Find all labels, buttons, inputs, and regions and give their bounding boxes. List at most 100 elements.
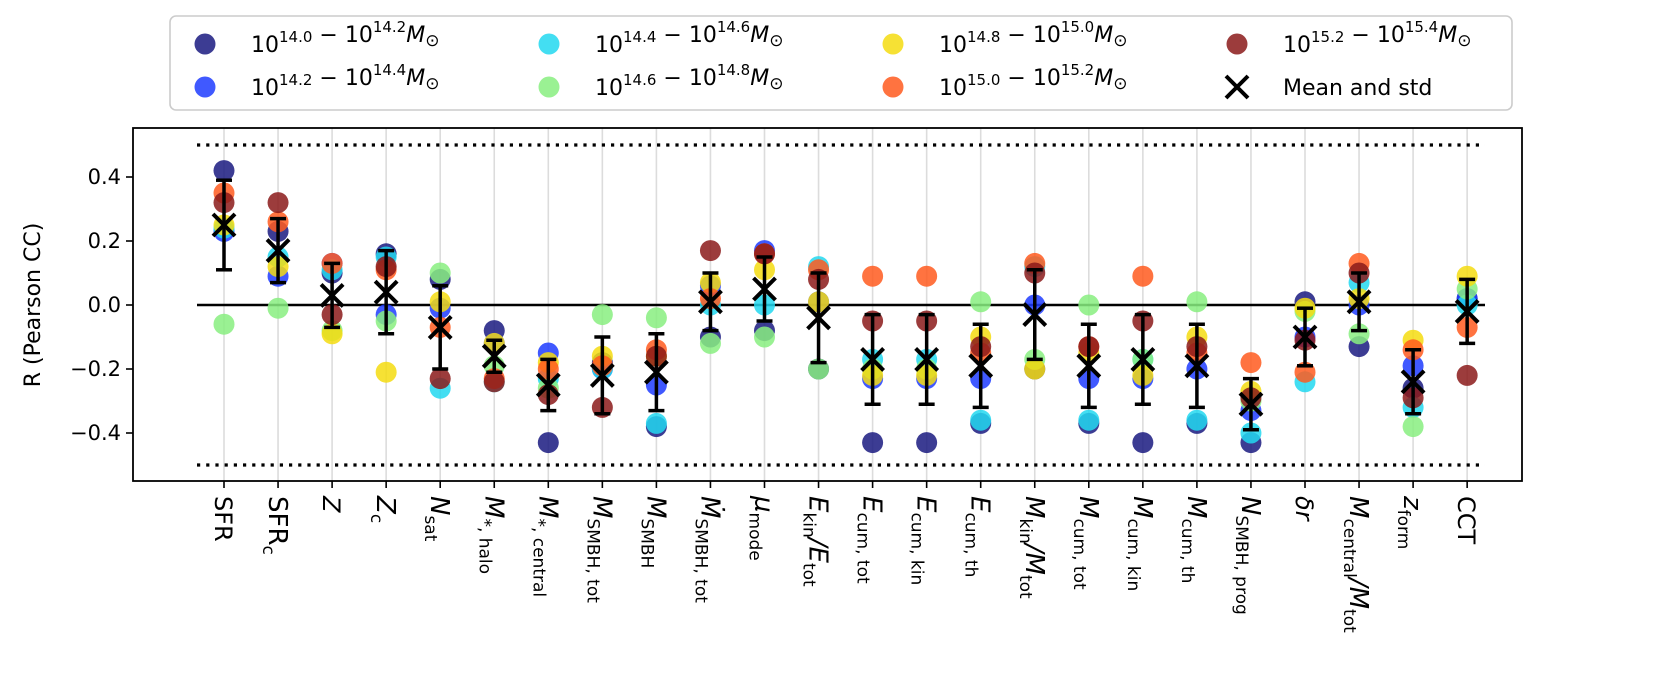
data-point (754, 243, 775, 265)
data-point (1186, 291, 1208, 313)
legend-label-part: 14.4 (373, 61, 406, 79)
x-tick-label-sub: kin (799, 512, 819, 537)
x-tick-label: Ecum, tot (853, 496, 887, 584)
x-tick-label-sub: cum, kin (1123, 518, 1143, 591)
data-point (1078, 409, 1100, 431)
mean-marker (319, 282, 345, 308)
mean-marker (265, 238, 291, 264)
data-point (1240, 352, 1262, 374)
x-tick-label-sub: sat (420, 515, 440, 541)
legend-label: 1014.8 − 1015.0M⊙ (939, 18, 1127, 58)
series-1 (213, 160, 1478, 454)
mean-marker (1238, 391, 1264, 417)
legend-label-part: 10 (595, 33, 623, 58)
y-tick-label: 0.0 (88, 293, 121, 317)
y-tick-label: −0.4 (70, 421, 121, 445)
legend-label-part: 10 (251, 33, 279, 58)
data-point (916, 265, 938, 287)
legend-entry: 1014.6 − 1014.8M⊙ (538, 61, 783, 101)
legend-entry: 1014.8 − 1015.0M⊙ (882, 18, 1127, 58)
series-5 (213, 214, 1478, 402)
data-point (970, 291, 992, 313)
legend-label: 1015.0 − 1015.2M⊙ (939, 61, 1127, 101)
legend-entry-mean-std: Mean and std (1224, 74, 1432, 101)
mean-marker (1076, 353, 1102, 379)
x-tick-label-main: M (1073, 496, 1103, 518)
data-point (429, 368, 451, 390)
x-tick-label-sub: mode (745, 513, 765, 561)
mean-marker (589, 362, 615, 388)
mean-marker (752, 276, 777, 302)
series-3 (213, 217, 1478, 444)
y-axis: 0.4 0.2 0.0 −0.2 −0.4 R (Pearson CC) (21, 165, 133, 445)
x-tick-label: Mcum, tot (1069, 496, 1103, 590)
x-tick-label-main: M (1019, 496, 1049, 518)
legend-label-part: ⊙ (1113, 31, 1127, 51)
x-tick-label-main: E (803, 496, 833, 513)
mean-std-series (211, 178, 1480, 432)
mean-marker (1346, 289, 1372, 315)
x-tick-label: Mcentral/Mtot (1339, 496, 1373, 633)
y-axis-title: R (Pearson CC) (21, 223, 46, 388)
x-tick-label-main2: /M (1343, 576, 1373, 609)
legend-label-part: 10 (251, 76, 279, 101)
x-tick-label-sub2: tot (799, 563, 819, 587)
legend-label-part: ⊙ (769, 31, 783, 51)
x-tick-label-main: z (1397, 495, 1427, 511)
data-point (699, 240, 721, 262)
legend-label-part: 14.8 (967, 28, 1000, 46)
data-point (429, 262, 451, 284)
x-tick-label-main: M (640, 496, 670, 518)
x-tick-label: SFRc (258, 496, 292, 555)
data-point (1024, 358, 1046, 380)
x-tick-label-sub: c (366, 514, 386, 523)
x-tick-label: M*, central (528, 496, 562, 597)
legend-marker-x (1224, 74, 1250, 100)
legend-label-part: − 10 (1000, 23, 1060, 48)
data-point (970, 409, 992, 431)
x-tick-label-main: Z (370, 495, 400, 515)
x-tick-label-main: M (1343, 496, 1373, 518)
series-4 (213, 262, 1478, 438)
data-point (754, 326, 775, 348)
data-point (1456, 265, 1478, 287)
legend-marker (538, 33, 560, 55)
data-point (645, 412, 667, 434)
x-tick-label: μmode (745, 495, 779, 561)
mean-marker (1184, 353, 1210, 379)
data-point (1132, 265, 1154, 287)
data-point (483, 371, 505, 393)
x-tick-label-main: E (857, 496, 887, 513)
x-tick-label: Nsat (420, 496, 454, 542)
mean-marker (427, 314, 453, 340)
x-tick-label-sub: cum, tot (853, 512, 873, 584)
x-tick-label-main: M (1127, 496, 1157, 518)
legend-label: Mean and std (1283, 76, 1432, 101)
x-tick-label: MSMBH, tot (582, 496, 616, 603)
data-point (1132, 432, 1154, 454)
y-tick-label: 0.4 (88, 165, 121, 189)
x-tick-label: δr (1290, 496, 1318, 523)
legend-marker (1226, 33, 1248, 55)
legend-entry: 1014.2 − 1014.4M⊙ (194, 61, 439, 101)
legend-entry: 1014.4 − 1014.6M⊙ (538, 18, 783, 58)
plot-area (132, 127, 1523, 482)
legend: 1014.0 − 1014.2M⊙1014.2 − 1014.4M⊙1014.4… (169, 15, 1513, 111)
x-tick-label-sub: kin (1015, 518, 1035, 543)
x-tick-label-sub: cum, th (1177, 518, 1197, 583)
legend-label-part: ⊙ (425, 74, 439, 94)
x-tick-label-sub: form (1393, 510, 1413, 550)
x-tick-label: Ekin/Etot (799, 496, 833, 587)
data-point (213, 313, 235, 335)
x-tick-label: Mkin/Mtot (1015, 496, 1049, 599)
x-tick-label: CCT (1452, 496, 1480, 545)
x-tick-label: Zc (366, 495, 400, 523)
legend-label-part: − 10 (312, 66, 372, 91)
legend-label: 1015.2 − 1015.4M⊙ (1283, 18, 1471, 58)
x-tick-label: MSMBH (636, 496, 670, 568)
data-point (862, 432, 884, 454)
mean-marker (1400, 369, 1426, 395)
legend-label-part: M (750, 66, 769, 91)
mean-marker (968, 353, 994, 379)
